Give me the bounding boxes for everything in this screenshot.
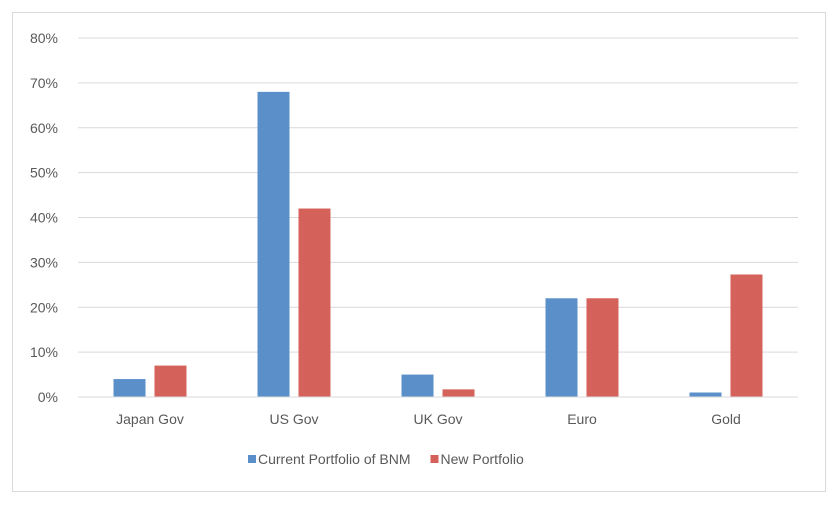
legend-label: Current Portfolio of BNM	[258, 451, 411, 467]
y-tick-label: 30%	[30, 254, 58, 270]
y-tick-label: 10%	[30, 344, 58, 360]
x-axis-ticks: Japan Gov US Gov UK Gov Euro Gold	[116, 411, 741, 427]
bar	[401, 374, 434, 397]
x-tick-label: Gold	[711, 411, 741, 427]
legend-label: New Portfolio	[441, 451, 524, 467]
bar	[442, 389, 475, 397]
y-tick-label: 20%	[30, 299, 58, 315]
bar	[586, 298, 619, 397]
y-tick-label: 60%	[30, 120, 58, 136]
x-tick-label: Euro	[567, 411, 597, 427]
x-tick-label: US Gov	[269, 411, 318, 427]
bar	[154, 365, 187, 397]
gridlines	[78, 37, 798, 353]
bars	[113, 91, 763, 397]
bar	[689, 392, 722, 397]
y-tick-label: 0%	[38, 389, 58, 405]
x-tick-label: UK Gov	[413, 411, 462, 427]
y-tick-label: 40%	[30, 210, 58, 226]
legend: Current Portfolio of BNM New Portfolio	[248, 451, 524, 467]
y-axis-ticks: 0% 10% 20% 30% 40% 50% 60% 70% 80%	[30, 30, 58, 405]
legend-swatch	[430, 455, 439, 463]
legend-swatch	[248, 455, 256, 463]
x-tick-label: Japan Gov	[116, 411, 184, 427]
y-tick-label: 70%	[30, 75, 58, 91]
bar	[257, 91, 290, 397]
bar	[730, 274, 763, 397]
y-tick-label: 80%	[30, 30, 58, 46]
bar	[545, 298, 578, 397]
y-tick-label: 50%	[30, 165, 58, 181]
bar	[298, 208, 331, 397]
bar	[113, 379, 146, 397]
chart-frame	[12, 12, 826, 492]
